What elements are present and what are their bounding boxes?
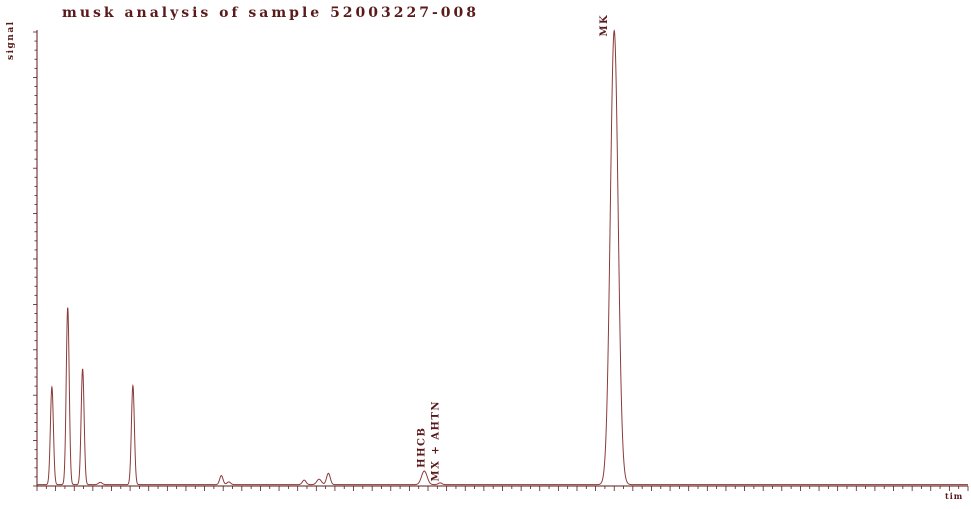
peak-label: MX + AHTN <box>430 400 441 481</box>
peak-label: MK <box>599 14 610 37</box>
y-axis-label: signal <box>6 20 16 60</box>
signal-trace <box>37 31 968 485</box>
peak-label: HHCB <box>416 427 427 468</box>
x-axis-label: tim <box>945 491 963 501</box>
chart-title: musk analysis of sample 52003227-008 <box>62 5 479 21</box>
